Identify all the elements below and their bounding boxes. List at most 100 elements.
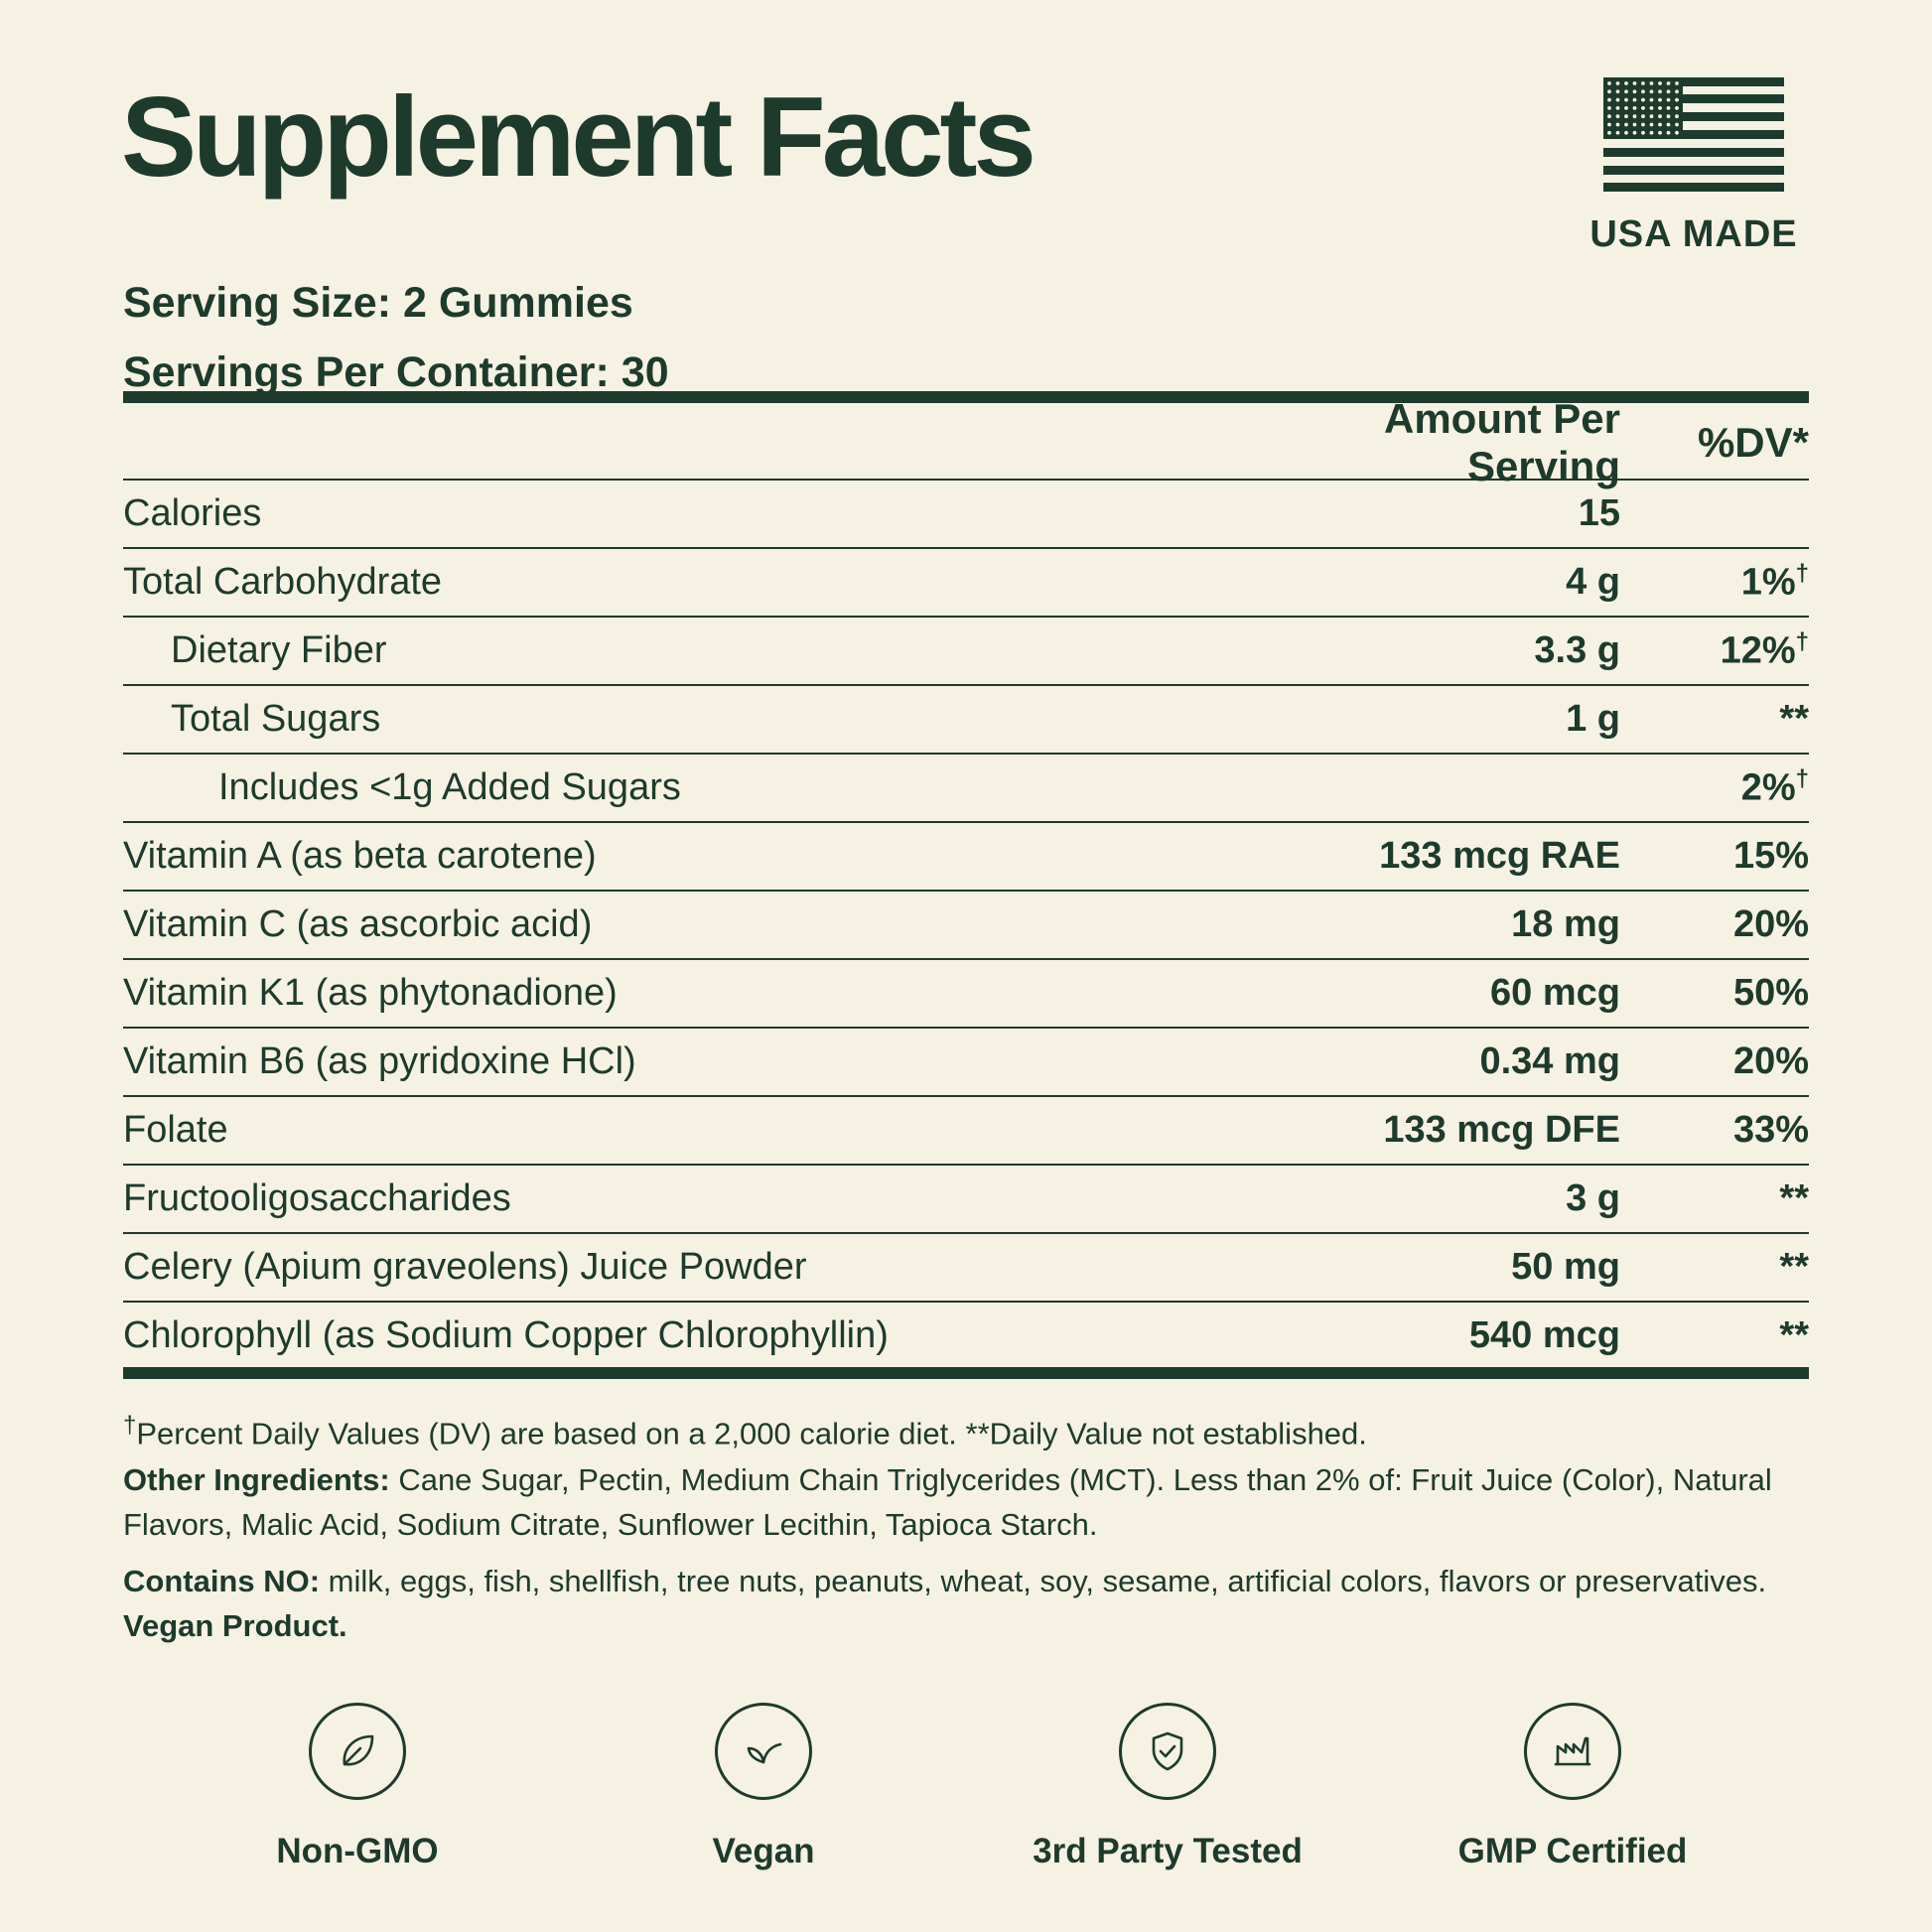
vegan-product-label: Vegan Product. — [123, 1608, 347, 1643]
nutrient-name: Folate — [123, 1109, 228, 1151]
servings-per-container: Servings Per Container: 30 — [123, 348, 669, 396]
usa-made-label: USA MADE — [1589, 213, 1798, 255]
other-ingredients-text: Cane Sugar, Pectin, Medium Chain Triglyc… — [123, 1462, 1772, 1542]
row-divider — [123, 684, 1809, 686]
dagger-mark: † — [1795, 628, 1809, 656]
dv-value: 20% — [1732, 1040, 1809, 1082]
nutrient-name: Vitamin C (as ascorbic acid) — [123, 903, 593, 945]
table-row: Folate 133 mcg DFE 33% — [123, 1097, 1809, 1164]
nutrient-dv: ** — [1620, 1177, 1809, 1220]
row-divider — [123, 753, 1809, 755]
table-row: Calories 15 — [123, 481, 1809, 547]
nutrient-name: Vitamin K1 (as phytonadione) — [123, 972, 618, 1014]
table-row: Chlorophyll (as Sodium Copper Chlorophyl… — [123, 1303, 1809, 1369]
dv-value: 50% — [1732, 972, 1809, 1014]
nutrient-amount: 1 g — [1566, 698, 1620, 740]
nutrient-name: Vitamin A (as beta carotene) — [123, 835, 597, 877]
nutrient-name: Calories — [123, 492, 262, 534]
badge-label: GMP Certified — [1457, 1832, 1688, 1870]
dv-value: 33% — [1732, 1109, 1809, 1151]
badge-gmp-certified: GMP Certified — [1424, 1703, 1722, 1871]
nutrient-dv: ** — [1620, 1314, 1809, 1357]
dv-value: ** — [1779, 1314, 1809, 1356]
table-row: Vitamin C (as ascorbic acid) 18 mg 20% — [123, 892, 1809, 958]
nutrient-amount: 50 mg — [1511, 1246, 1620, 1288]
row-divider — [123, 479, 1809, 481]
nutrient-dv: ** — [1620, 698, 1809, 741]
row-divider — [123, 547, 1809, 549]
dv-value: 1% — [1740, 561, 1796, 604]
nutrient-amount: 133 mcg DFE — [1383, 1109, 1620, 1151]
dagger-mark: † — [1795, 560, 1809, 588]
row-divider — [123, 1301, 1809, 1303]
table-row: Vitamin B6 (as pyridoxine HCl) 0.34 mg 20% — [123, 1029, 1809, 1095]
other-ingredients-label: Other Ingredients: — [123, 1462, 390, 1497]
badge-vegan: Vegan — [615, 1703, 912, 1871]
leaf-icon — [309, 1703, 406, 1800]
badge-3rd-party-tested: 3rd Party Tested — [1019, 1703, 1316, 1871]
nutrient-amount: 4 g — [1566, 561, 1620, 603]
page-title: Supplement Facts — [121, 74, 1036, 201]
row-divider — [123, 958, 1809, 960]
dv-value: ** — [1779, 698, 1809, 740]
badge-label: Vegan — [712, 1832, 815, 1870]
table-row: Celery (Apium graveolens) Juice Powder 50… — [123, 1234, 1809, 1301]
contains-no-label: Contains NO: — [123, 1564, 321, 1598]
nutrient-dv: 50% — [1620, 972, 1809, 1015]
nutrient-name: Chlorophyll (as Sodium Copper Chlorophyl… — [123, 1314, 889, 1356]
other-ingredients: Other Ingredients: Cane Sugar, Pectin, M… — [123, 1457, 1809, 1547]
nutrient-dv: 15% — [1620, 835, 1809, 878]
nutrient-dv: 33% — [1620, 1109, 1809, 1152]
dagger-mark: † — [123, 1412, 137, 1439]
nutrient-amount: 0.34 mg — [1479, 1040, 1620, 1082]
nutrient-amount: 133 mcg RAE — [1379, 835, 1620, 877]
nutrient-name: Total Carbohydrate — [123, 561, 443, 603]
contains-no: Contains NO: milk, eggs, fish, shellfish… — [123, 1559, 1809, 1648]
row-divider — [123, 1027, 1809, 1029]
factory-icon — [1524, 1703, 1621, 1800]
badge-label: 3rd Party Tested — [1033, 1832, 1303, 1870]
row-divider — [123, 616, 1809, 618]
table-row: Vitamin A (as beta carotene) 133 mcg RAE 1… — [123, 823, 1809, 890]
dv-value: ** — [1779, 1177, 1809, 1219]
header-dv: %DV* — [1697, 418, 1809, 466]
nutrient-amount: 60 mcg — [1490, 972, 1620, 1014]
dv-value: 12% — [1720, 629, 1796, 672]
nutrient-dv: 20% — [1620, 903, 1809, 946]
header-amount: Amount Per Serving — [1383, 394, 1620, 489]
serving-size: Serving Size: 2 Gummies — [123, 279, 633, 327]
row-divider — [123, 1232, 1809, 1234]
nutrient-amount: 15 — [1578, 492, 1620, 534]
dagger-mark: † — [1795, 765, 1809, 793]
row-divider — [123, 1164, 1809, 1166]
table-row: Includes <1g Added Sugars 2%† — [123, 755, 1809, 821]
dv-value: 15% — [1732, 835, 1809, 877]
dv-value: ** — [1779, 1246, 1809, 1288]
nutrient-dv: 20% — [1620, 1040, 1809, 1083]
footnote-text: Percent Daily Values (DV) are based on a… — [136, 1416, 1367, 1451]
nutrient-dv: 2%† — [1620, 765, 1809, 810]
nutrient-amount: 3.3 g — [1534, 629, 1620, 671]
nutrient-name: Fructooligosaccharides — [123, 1177, 511, 1219]
table-row: Total Sugars 1 g ** — [123, 686, 1809, 753]
usa-flag-icon — [1603, 77, 1784, 192]
nutrient-name: Celery (Apium graveolens) Juice Powder — [123, 1246, 807, 1288]
table-header: Amount Per Serving %DV* — [123, 395, 1809, 489]
nutrient-dv: 12%† — [1620, 628, 1809, 673]
nutrient-amount: 540 mcg — [1468, 1314, 1620, 1356]
dv-footnote: †Percent Daily Values (DV) are based on … — [123, 1403, 1809, 1455]
nutrient-amount: 18 mg — [1511, 903, 1620, 945]
contains-no-text: milk, eggs, fish, shellfish, tree nuts, … — [320, 1564, 1767, 1598]
table-row: Total Carbohydrate 4 g 1%† — [123, 549, 1809, 616]
bottom-rule — [123, 1367, 1809, 1379]
row-divider — [123, 821, 1809, 823]
nutrient-name: Vitamin B6 (as pyridoxine HCl) — [123, 1040, 636, 1082]
top-rule — [123, 391, 1809, 403]
table-row: Dietary Fiber 3.3 g 12%† — [123, 618, 1809, 684]
nutrient-name: Includes <1g Added Sugars — [218, 766, 681, 808]
serving-info: Serving Size: 2 Gummies Servings Per Con… — [123, 268, 669, 407]
nutrient-amount: 3 g — [1566, 1177, 1620, 1219]
nutrient-name: Dietary Fiber — [171, 629, 387, 671]
badge-label: Non-GMO — [276, 1832, 439, 1870]
row-divider — [123, 1095, 1809, 1097]
